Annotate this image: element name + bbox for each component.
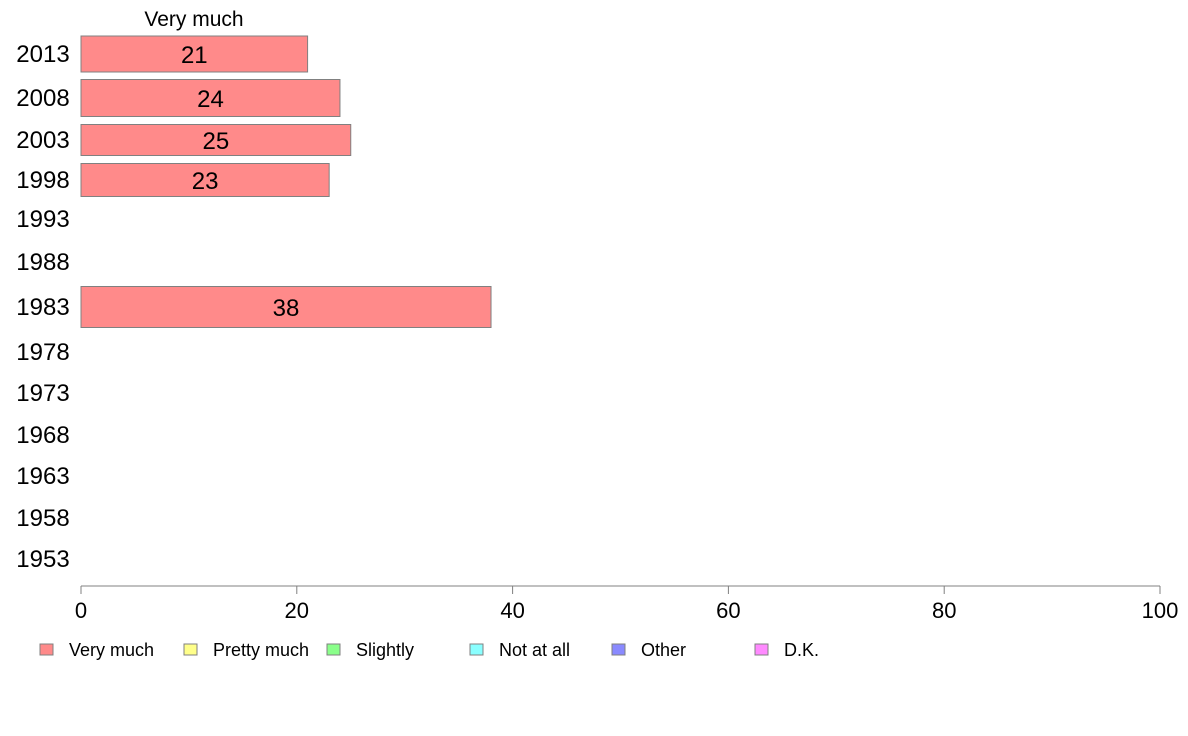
x-tick-label-60: 60 bbox=[716, 598, 740, 623]
legend-swatch-other bbox=[611, 643, 626, 656]
category-label-1953: 1953 bbox=[16, 546, 69, 573]
category-label-1973: 1973 bbox=[16, 380, 69, 407]
category-label-1968: 1968 bbox=[16, 422, 69, 449]
data-label-2003: 25 bbox=[203, 128, 230, 155]
category-label-1993: 1993 bbox=[16, 206, 69, 233]
bar-very-much-2008 bbox=[80, 79, 341, 117]
legend-label-not-at-all: Not at all bbox=[499, 640, 570, 660]
category-label-1963: 1963 bbox=[16, 463, 69, 490]
legend: Very much Pretty much Slightly Not at all Ot… bbox=[39, 640, 819, 660]
x-tick-label-20: 20 bbox=[285, 598, 309, 623]
bars-group: 21 24 25 23 38 bbox=[80, 35, 492, 328]
legend-swatch-d-k bbox=[754, 643, 769, 656]
legend-label-d-k: D.K. bbox=[784, 640, 819, 660]
category-labels: 2013 2008 2003 1998 1993 1988 1983 1978 1973 1968… bbox=[16, 41, 69, 573]
category-label-2013: 2013 bbox=[16, 41, 69, 68]
category-label-2003: 2003 bbox=[16, 127, 69, 154]
category-label-1983: 1983 bbox=[16, 294, 69, 321]
category-label-1998: 1998 bbox=[16, 167, 69, 194]
legend-swatch-pretty-much bbox=[183, 643, 198, 656]
category-label-1958: 1958 bbox=[16, 505, 69, 532]
bar-very-much-1983 bbox=[80, 286, 492, 328]
legend-label-pretty-much: Pretty much bbox=[213, 640, 309, 660]
top-series-label: Very much bbox=[144, 8, 243, 31]
legend-label-slightly: Slightly bbox=[356, 640, 414, 660]
data-label-2008: 24 bbox=[197, 86, 224, 113]
data-label-1998: 23 bbox=[192, 168, 219, 195]
x-tick-label-40: 40 bbox=[500, 598, 524, 623]
legend-label-other: Other bbox=[641, 640, 686, 660]
x-axis: 0 20 40 60 80 100 bbox=[75, 585, 1179, 623]
category-label-1978: 1978 bbox=[16, 339, 69, 366]
legend-label-very-much: Very much bbox=[69, 640, 154, 660]
bar-very-much-2003 bbox=[80, 124, 352, 156]
x-tick-label-80: 80 bbox=[932, 598, 956, 623]
top-series-label-group: Very much bbox=[144, 8, 243, 31]
bar-very-much-2013 bbox=[80, 35, 309, 73]
category-label-2008: 2008 bbox=[16, 85, 69, 112]
data-label-2013: 21 bbox=[181, 42, 208, 69]
x-tick-label-100: 100 bbox=[1142, 598, 1179, 623]
legend-swatch-slightly bbox=[326, 643, 341, 656]
x-tick-label-0: 0 bbox=[75, 598, 87, 623]
bar-very-much-1998 bbox=[80, 163, 330, 197]
legend-swatch-very-much bbox=[39, 643, 54, 656]
legend-swatch-not-at-all bbox=[469, 643, 484, 656]
data-label-1983: 38 bbox=[273, 295, 300, 322]
category-label-1988: 1988 bbox=[16, 249, 69, 276]
